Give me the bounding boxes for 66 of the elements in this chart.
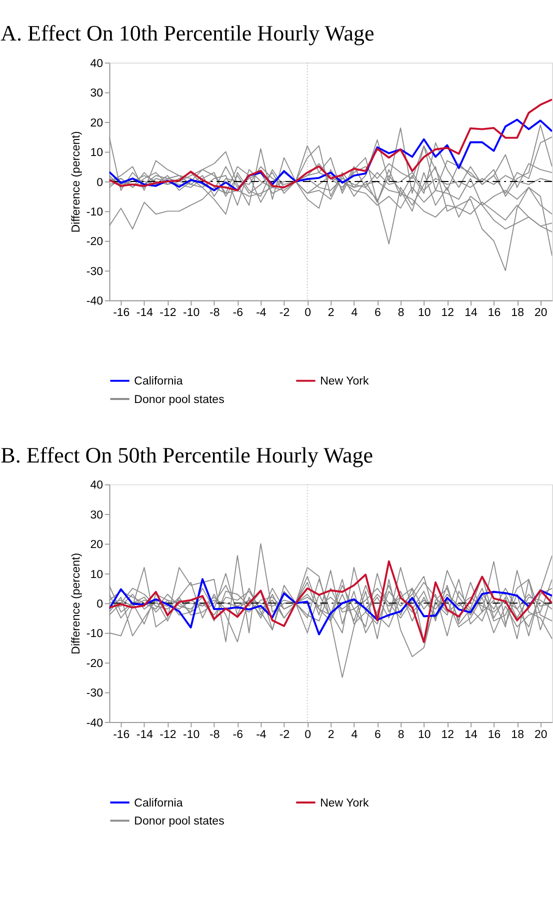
y-tick-label: -30: [86, 266, 104, 278]
x-tick-label: 18: [511, 728, 524, 741]
x-tick-label: -2: [279, 307, 290, 320]
y-tick-label: 0: [96, 176, 104, 189]
x-tick-label: 14: [464, 307, 478, 320]
legend-label: New York: [320, 797, 369, 810]
x-tick-label: -2: [279, 728, 290, 741]
x-tick-label: -16: [113, 307, 130, 320]
chart-title: B. Effect On 50th Percentile Hourly Wage: [0, 442, 374, 468]
x-tick-label: 6: [374, 307, 381, 320]
y-tick-label: 0: [96, 598, 104, 610]
x-tick-label: -14: [136, 728, 154, 741]
x-tick-label: 12: [441, 307, 454, 320]
x-tick-label: 14: [464, 728, 478, 741]
x-tick-label: 0: [304, 307, 312, 320]
y-tick-label: -10: [86, 628, 104, 640]
x-tick-label: 16: [488, 728, 501, 741]
legend-label: Donor pool states: [134, 816, 225, 828]
x-tick-label: 8: [398, 728, 404, 741]
x-tick-label: 2: [328, 307, 334, 320]
x-tick-label: 6: [374, 728, 381, 741]
x-tick-label: 4: [351, 307, 358, 320]
y-tick-label: -40: [86, 296, 104, 308]
y-tick-label: 30: [90, 509, 104, 522]
legend-label: California: [134, 376, 184, 388]
y-tick-label: 10: [90, 147, 104, 160]
y-tick-label: 40: [90, 480, 104, 492]
x-tick-label: -12: [160, 307, 176, 320]
chart-title: A. Effect On 10th Percentile Hourly Wage: [0, 20, 375, 46]
x-tick-label: -16: [113, 728, 130, 741]
legend-label: Donor pool states: [134, 394, 225, 406]
y-tick-label: -10: [86, 206, 104, 218]
y-tick-label: 10: [90, 568, 104, 581]
x-tick-label: -12: [160, 728, 176, 741]
x-tick-label: -6: [232, 728, 244, 741]
x-tick-label: 8: [398, 307, 404, 320]
x-tick-label: 2: [328, 728, 334, 741]
x-tick-label: 10: [418, 728, 431, 741]
legend-label: California: [134, 797, 184, 810]
x-tick-label: -14: [136, 307, 154, 320]
y-tick-label: -30: [86, 688, 104, 700]
x-tick-label: 0: [304, 728, 312, 741]
y-tick-label: 40: [90, 58, 104, 70]
y-tick-label: 30: [90, 88, 104, 100]
x-tick-label: 4: [351, 728, 358, 741]
y-tick-label: -20: [86, 658, 104, 670]
y-tick-label: -40: [86, 717, 104, 730]
x-tick-label: -4: [256, 307, 267, 320]
x-tick-label: 16: [488, 307, 501, 320]
x-tick-label: -4: [256, 728, 267, 741]
y-tick-label: 20: [90, 539, 104, 552]
x-tick-label: -10: [182, 307, 200, 320]
y-axis-title: Difference (percent): [70, 131, 83, 233]
x-tick-label: -8: [209, 728, 220, 741]
y-tick-label: 20: [90, 117, 104, 130]
legend-label: New York: [320, 376, 369, 388]
y-tick-label: -20: [86, 236, 104, 248]
x-tick-label: 10: [418, 307, 431, 320]
x-tick-label: 18: [511, 307, 524, 320]
x-tick-label: -6: [232, 307, 244, 320]
y-axis-title: Difference (percent): [70, 552, 83, 654]
x-tick-label: -8: [209, 307, 220, 320]
x-tick-label: 20: [534, 728, 548, 741]
x-tick-label: -10: [182, 728, 200, 741]
x-tick-label: 12: [441, 728, 454, 741]
x-tick-label: 20: [534, 307, 548, 320]
